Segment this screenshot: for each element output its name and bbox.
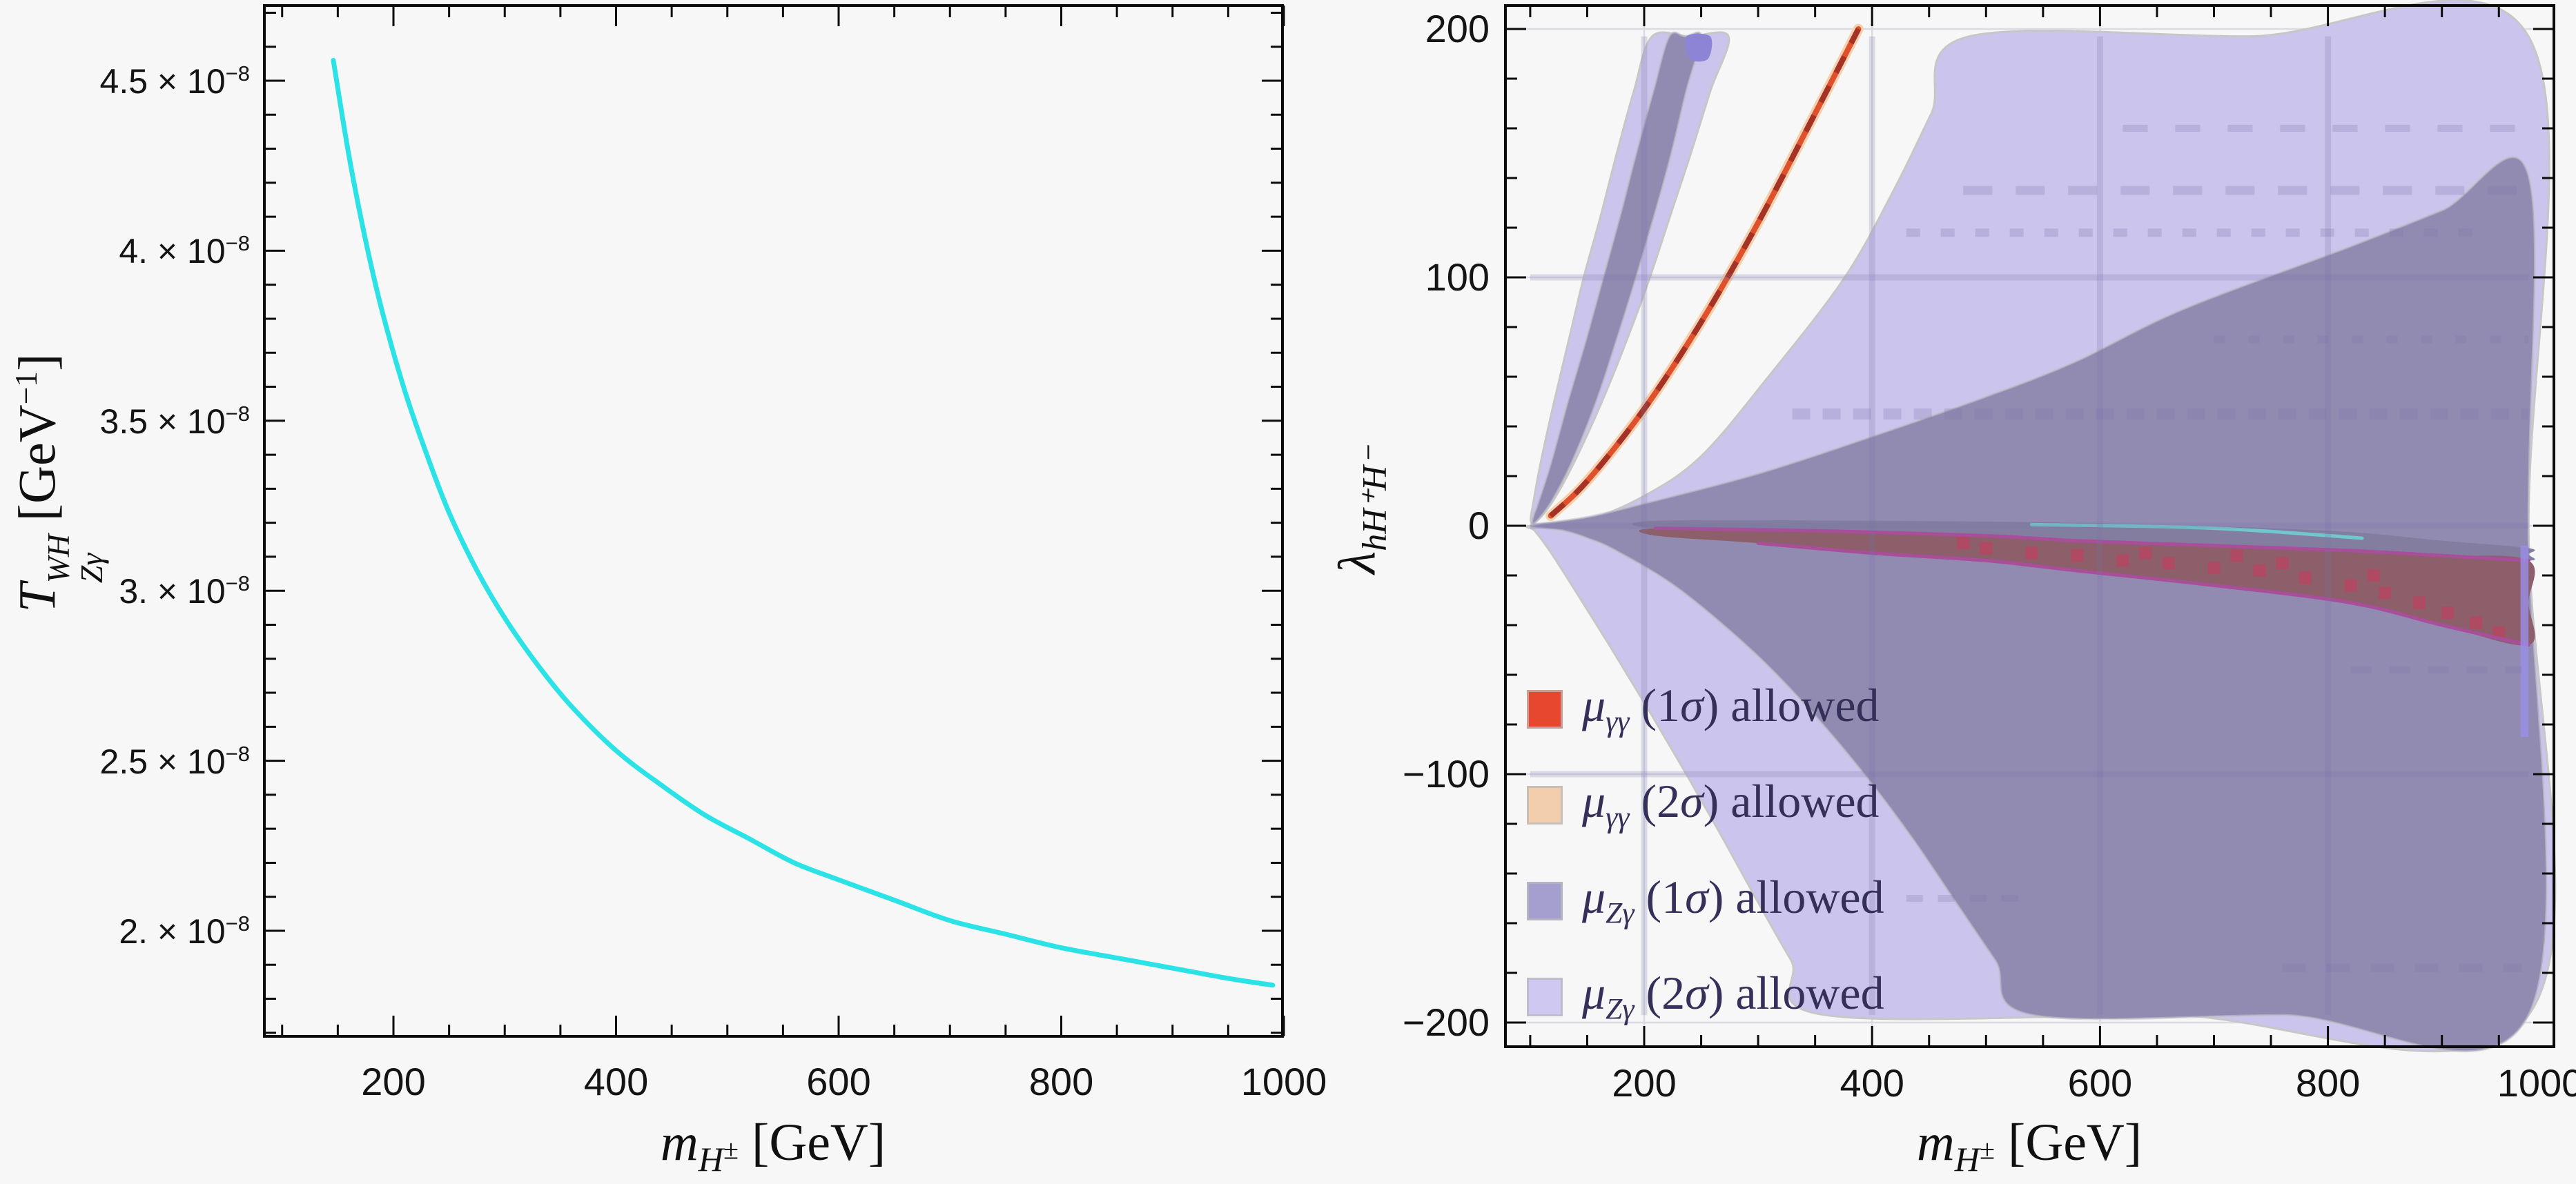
- left-x-axis-label: mH± [GeV]: [660, 1114, 886, 1179]
- red-dot: [2230, 549, 2243, 562]
- red-dot: [2492, 626, 2506, 639]
- red-dot: [2412, 596, 2426, 609]
- red-dot: [2470, 616, 2483, 629]
- red-dot: [2207, 562, 2221, 575]
- legend-swatch: [1527, 786, 1563, 825]
- red-dot: [2299, 571, 2312, 584]
- legend-item: μZγ (2σ) allowed: [1527, 969, 1884, 1025]
- red-dot: [2253, 564, 2266, 577]
- edge-sliver: [2520, 545, 2529, 737]
- right-y-tick-label: 100: [1425, 255, 1490, 299]
- right-y-tick-label: 200: [1425, 7, 1490, 50]
- legend-swatch: [1527, 978, 1563, 1017]
- magenta-edge-bottom: [1756, 541, 2530, 647]
- legend-label: μZγ (1σ) allowed: [1582, 871, 1884, 930]
- legend-swatch: [1527, 690, 1563, 729]
- red-dot: [2162, 557, 2175, 569]
- legend-swatch: [1527, 882, 1563, 921]
- left-y-tick-label: 4. × 10−8: [119, 231, 250, 271]
- left-x-tick-label: 200: [361, 1060, 426, 1103]
- right-x-tick-label: 200: [1612, 1061, 1677, 1105]
- legend-label: μγγ (2σ) allowed: [1582, 775, 1880, 834]
- legend-label: μγγ (1σ) allowed: [1582, 679, 1880, 738]
- magenta-edge-top: [1654, 526, 2530, 562]
- right-y-axis-label: λhH⁺H⁻: [1328, 447, 1394, 574]
- right-x-tick-label: 800: [2295, 1061, 2361, 1105]
- red-dot: [2116, 554, 2129, 567]
- red-dot: [2379, 586, 2392, 600]
- region-mu_Zgamma_1sigma_fan: [1529, 156, 2548, 1053]
- red-dot: [2276, 557, 2289, 569]
- left-y-tick-label: 2.5 × 10−8: [99, 741, 250, 781]
- region-mu_Zgamma_1sigma_band_steep: [1531, 31, 1703, 524]
- right-x-tick-label: 400: [1840, 1061, 1904, 1105]
- left-y-tick-label: 3.5 × 10−8: [99, 401, 250, 441]
- left-x-tick-label: 800: [1028, 1060, 1094, 1103]
- legend-item: μγγ (2σ) allowed: [1527, 778, 1880, 833]
- left-y-tick-label: 3. × 10−8: [119, 571, 250, 611]
- red-dot: [2025, 546, 2038, 560]
- red-dot: [1980, 542, 1993, 555]
- red-dot: [2344, 579, 2357, 592]
- indigo-patch: [1684, 33, 1713, 62]
- red-dot: [1957, 537, 1970, 550]
- red-dot: [2139, 546, 2152, 560]
- right-y-tick-label: −200: [1402, 1000, 1490, 1044]
- legend-item: μZγ (1σ) allowed: [1527, 874, 1884, 929]
- left-x-tick-label: 400: [583, 1060, 649, 1103]
- region-mu_gammagamma_allowed_negative_band: [1639, 528, 2535, 646]
- right-x-tick-label: 600: [2067, 1061, 2133, 1105]
- left-y-axis-label: T WH Zγ [GeV−1]: [8, 353, 109, 613]
- right-y-tick-label: 0: [1467, 504, 1490, 547]
- legend-item: μγγ (1σ) allowed: [1527, 682, 1880, 737]
- left-y-tick-label: 4.5 × 10−8: [99, 61, 250, 101]
- red-dot: [2441, 606, 2454, 619]
- teal-line-mid: [2029, 522, 2364, 540]
- red-dot: [2367, 569, 2380, 582]
- red-dot: [2071, 549, 2084, 562]
- right-y-tick-label: −100: [1402, 752, 1490, 796]
- plot-frame: [263, 4, 1284, 1038]
- left-curve-T-Zgamma: [331, 57, 1276, 988]
- right-x-axis-label: mH± [GeV]: [1916, 1114, 2143, 1179]
- legend-label: μZγ (2σ) allowed: [1582, 967, 1884, 1026]
- left-x-tick-label: 600: [806, 1060, 871, 1103]
- left-y-tick-label: 2. × 10−8: [119, 911, 250, 951]
- left-x-tick-label: 1000: [1240, 1060, 1327, 1103]
- gamma-band-red: [1548, 26, 1862, 519]
- right-x-tick-label: 1000: [2497, 1061, 2576, 1105]
